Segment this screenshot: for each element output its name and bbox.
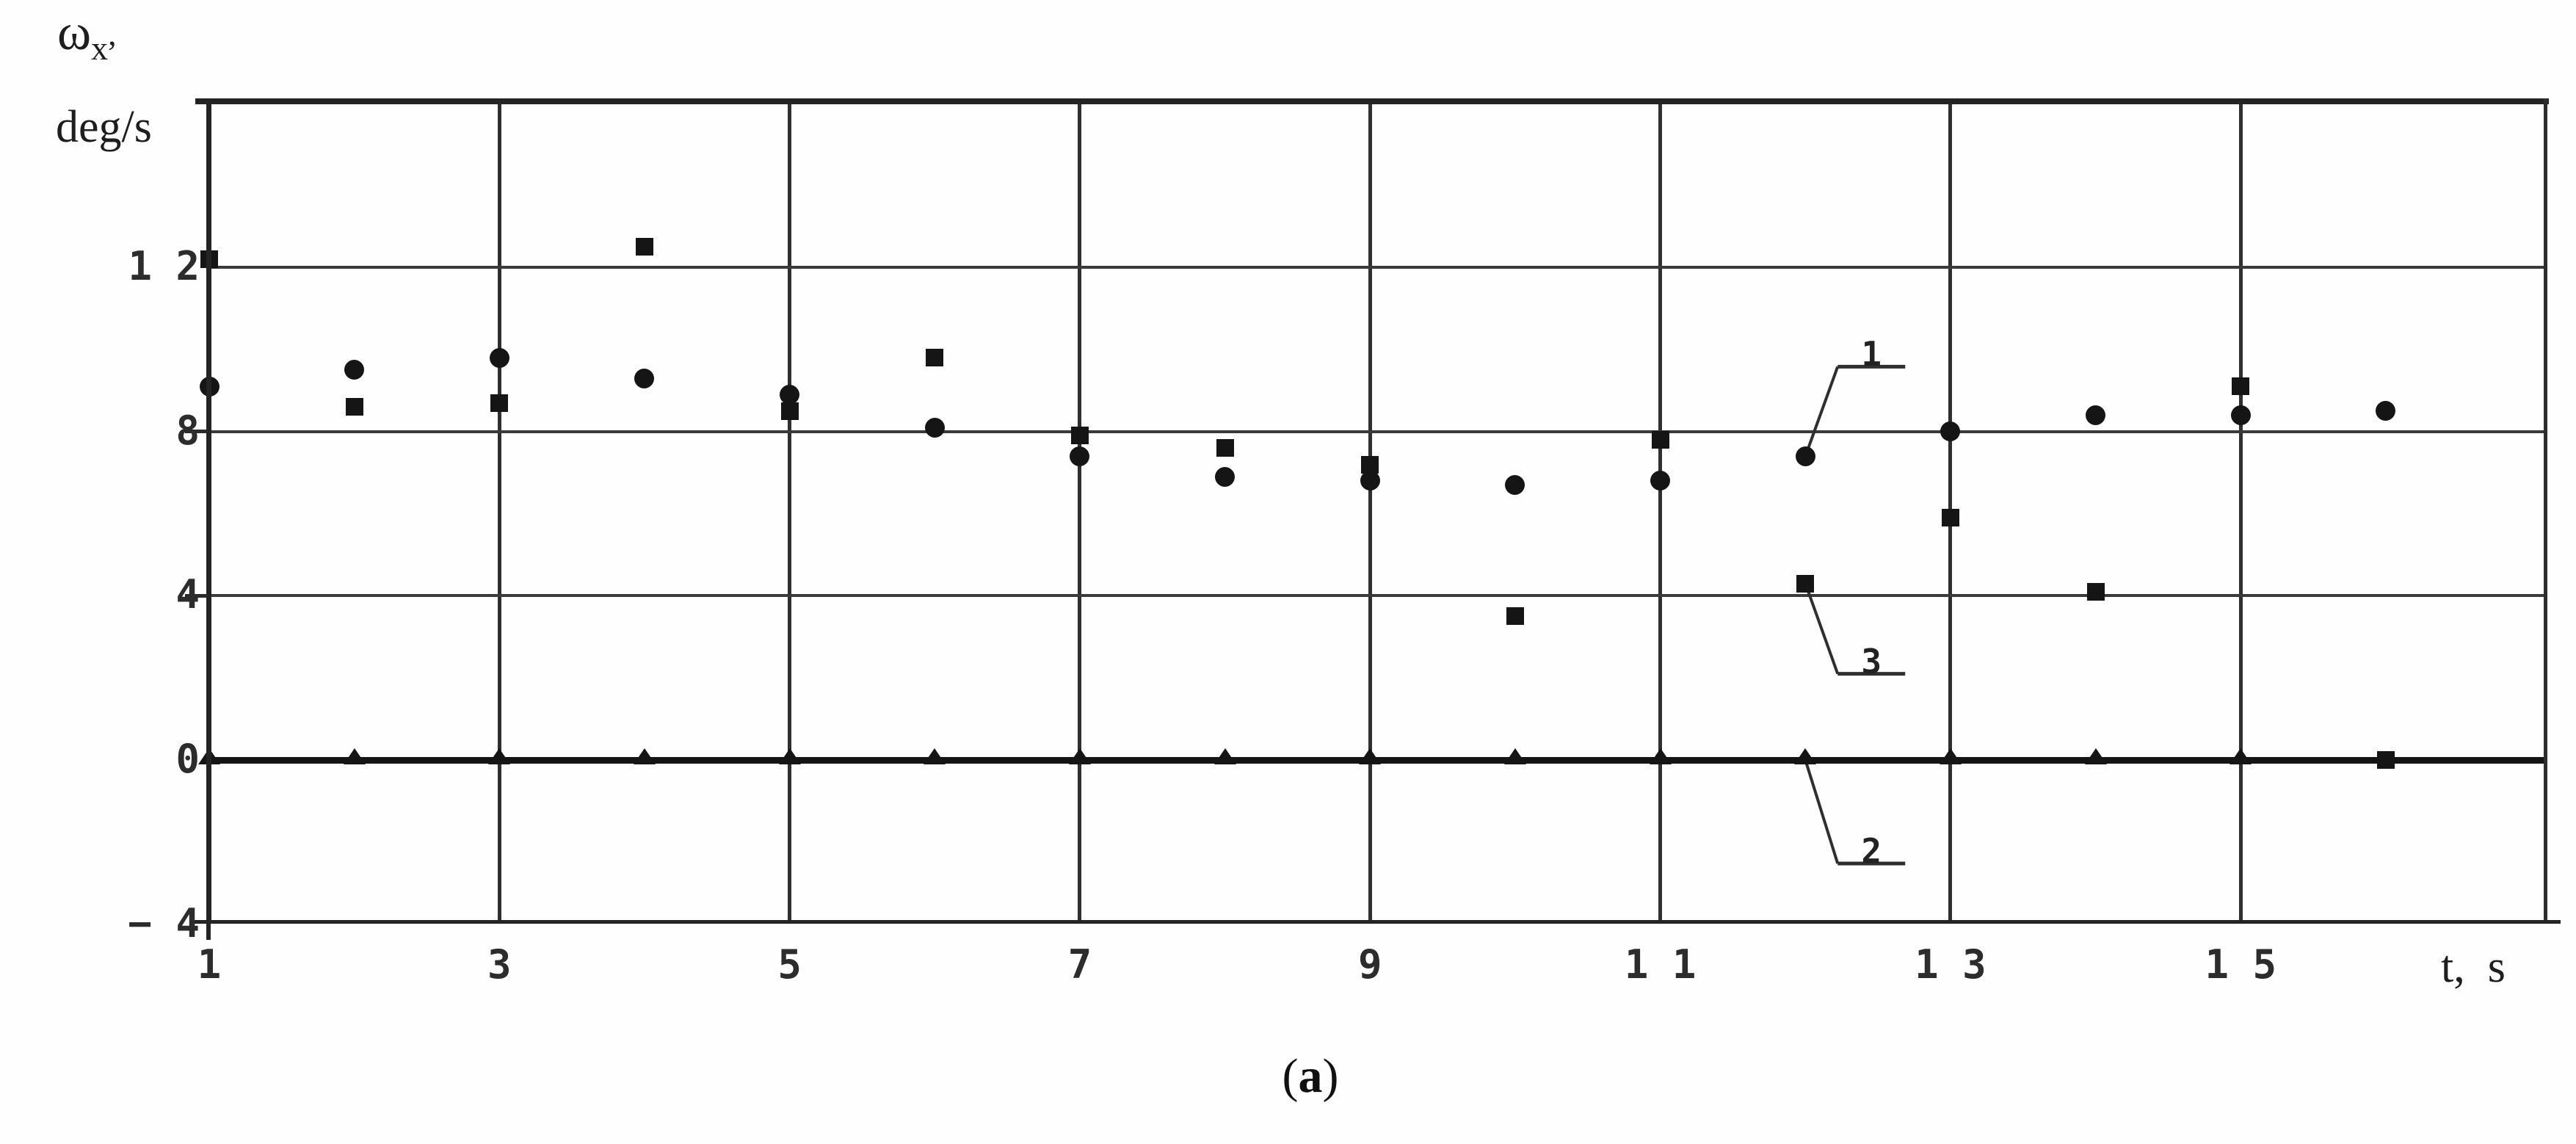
marker-series1-t12 — [1795, 446, 1815, 466]
callout-leader-2 — [1804, 759, 1840, 864]
marker-series2-t15 — [2229, 748, 2252, 764]
y-tick-dash-8 — [185, 430, 207, 434]
marker-series2-t5 — [778, 748, 801, 764]
callout-label-2: 2 — [1861, 831, 1882, 871]
callout-leader-lines — [1804, 364, 1906, 866]
marker-series3-t3 — [490, 394, 509, 412]
marker-series3-t5 — [780, 402, 799, 420]
vertical-gridline-t7 — [1078, 103, 1082, 924]
y-axis-symbol-subscript: x — [91, 29, 109, 67]
y-tick-label-4: 4 — [175, 571, 200, 618]
horizontal-gridline-y4 — [207, 594, 2547, 598]
y-tick-dash-4 — [185, 593, 207, 598]
x-tick-label-15: 1 5 — [2205, 941, 2276, 988]
marker-series3-t12 — [1796, 574, 1815, 593]
marker-series1-t4 — [634, 368, 655, 388]
marker-series1-t2 — [344, 360, 365, 380]
vertical-gridline-t9 — [1368, 103, 1372, 924]
marker-series3-t2 — [345, 398, 363, 416]
y-axis-symbol: ω — [57, 4, 92, 61]
y-tick-label-8: 8 — [175, 407, 200, 454]
marker-series3-t6 — [926, 349, 944, 367]
x-tick-label-7: 7 — [1067, 941, 1092, 988]
marker-series3-t13 — [1941, 509, 1959, 527]
plot-top-border — [195, 98, 2549, 104]
x-axis-origin-tick — [206, 924, 211, 940]
x-tick-label-13: 1 3 — [1915, 941, 1987, 988]
vertical-gridline-t3 — [497, 103, 501, 924]
plot-right-border — [2544, 98, 2547, 924]
callout-leader-1 — [1804, 366, 1840, 457]
marker-series1-t5 — [780, 384, 800, 405]
marker-series2-t11 — [1649, 748, 1672, 764]
vertical-gridline-t5 — [788, 103, 792, 924]
figure-caption: (a) — [1241, 1049, 1380, 1104]
marker-series2-t13 — [1939, 748, 1962, 764]
marker-series3-t8 — [1216, 439, 1234, 457]
x-tick-label-5: 5 — [777, 941, 802, 988]
y-tick-label--4: − 4 — [128, 899, 200, 946]
x-tick-label-1: 1 — [197, 941, 222, 988]
x-tick-label-11: 1 1 — [1624, 941, 1697, 988]
horizontal-gridline-y8 — [207, 430, 2547, 433]
x-tick-label-3: 3 — [487, 941, 512, 988]
marker-series1-t10 — [1505, 474, 1525, 495]
marker-series1-t15 — [2230, 405, 2251, 425]
marker-series3-t7 — [1070, 427, 1089, 445]
marker-series3-t9 — [1361, 455, 1379, 474]
marker-series1-t16 — [2376, 401, 2396, 421]
marker-series3-t10 — [1506, 607, 1524, 626]
marker-series3-t14 — [2086, 582, 2105, 601]
marker-series2-t7 — [1068, 748, 1091, 764]
x-axis-title: t, s — [2441, 942, 2506, 992]
marker-series2-t4 — [633, 748, 656, 764]
y-axis-title: ωx, — [57, 7, 117, 68]
marker-series3-t15 — [2232, 377, 2250, 396]
caption-close-paren: ) — [1322, 1049, 1339, 1103]
marker-series2-t12 — [1794, 748, 1817, 764]
caption-letter: a — [1298, 1049, 1323, 1103]
callout-label-1: 1 — [1861, 334, 1882, 374]
marker-series1-t8 — [1215, 466, 1236, 487]
vertical-gridline-t11 — [1658, 103, 1663, 924]
y-axis-unit: deg/s — [56, 102, 152, 152]
y-tick-label-12: 1 2 — [128, 243, 200, 290]
marker-series2-t10 — [1503, 748, 1526, 764]
marker-series1-t3 — [489, 347, 509, 368]
caption-open-paren: ( — [1282, 1049, 1299, 1103]
callout-label-3: 3 — [1861, 641, 1882, 681]
marker-series2-t14 — [2084, 748, 2107, 764]
marker-series3-t16 — [2376, 751, 2395, 769]
y-tick-label-0: 0 — [175, 736, 200, 782]
marker-series2-t9 — [1359, 748, 1382, 764]
marker-series2-t2 — [343, 748, 366, 764]
marker-series2-t3 — [488, 748, 511, 764]
horizontal-gridline-y12 — [207, 266, 2547, 269]
vertical-gridline-t15 — [2238, 103, 2243, 924]
marker-series3-t4 — [635, 238, 653, 256]
marker-series2-t6 — [924, 748, 946, 764]
marker-series1-t13 — [1940, 421, 1961, 442]
y-axis-line — [206, 98, 211, 924]
marker-series1-t7 — [1070, 446, 1090, 466]
x-tick-label-9: 9 — [1358, 941, 1382, 988]
marker-series3-t11 — [1651, 430, 1669, 449]
marker-series1-t11 — [1650, 471, 1671, 491]
marker-series1-t14 — [2086, 405, 2106, 425]
plot-area: 1 3 2 — [198, 103, 2547, 924]
marker-series2-t8 — [1213, 748, 1236, 764]
marker-series1-t9 — [1360, 471, 1380, 491]
x-axis-line — [189, 920, 2561, 924]
marker-series1-t6 — [924, 417, 945, 438]
y-axis-symbol-comma: , — [108, 15, 117, 52]
